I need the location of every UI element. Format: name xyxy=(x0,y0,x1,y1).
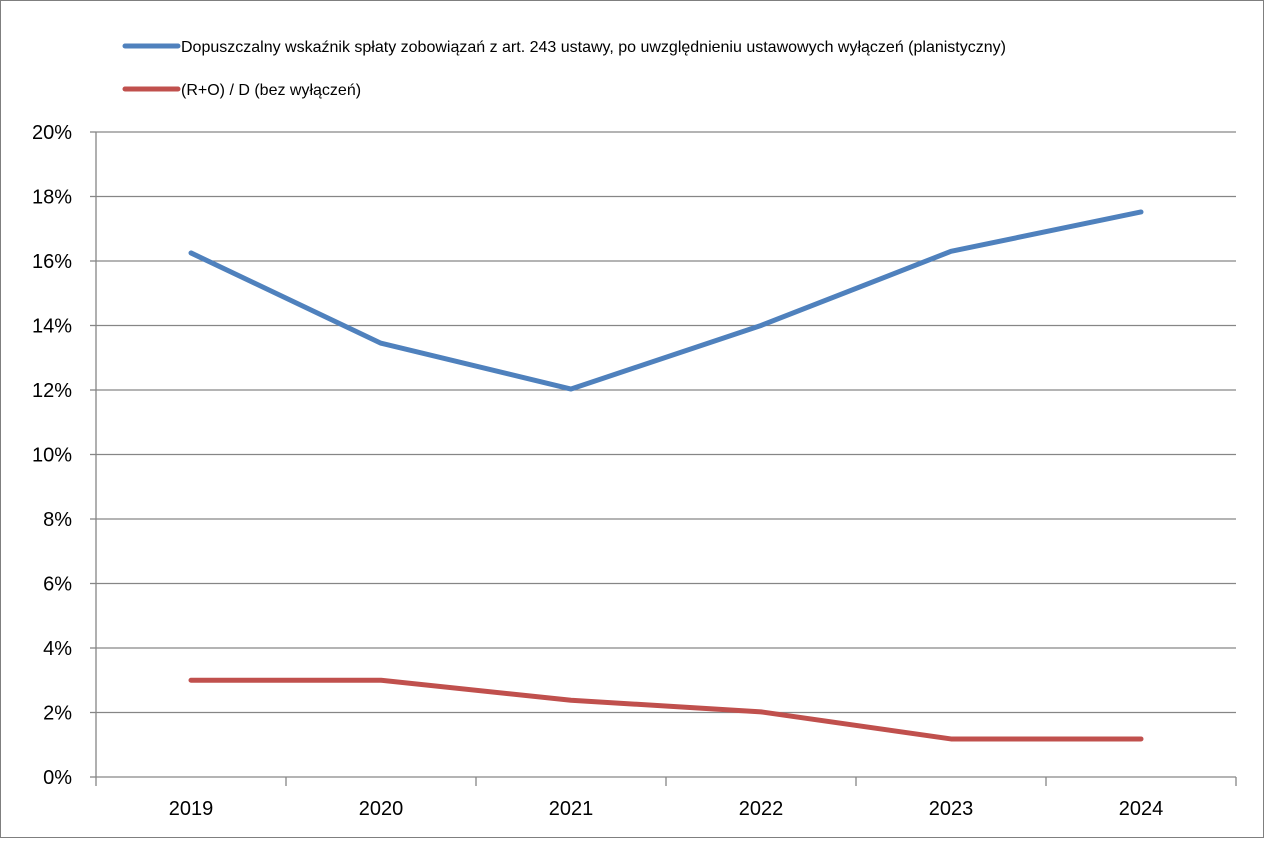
x-tick-label: 2022 xyxy=(739,798,784,820)
x-tick-label: 2021 xyxy=(549,798,594,820)
y-tick-label: 8% xyxy=(43,509,72,531)
x-tick-label: 2024 xyxy=(1119,798,1164,820)
x-axis-tick-labels: 2019 2020 2021 2022 2023 2024 xyxy=(169,798,1164,820)
legend-label-2: (R+O) / D (bez wyłączeń) xyxy=(181,82,361,99)
y-tick-label: 2% xyxy=(43,703,72,725)
legend: Dopuszczalny wskaźnik spłaty zobowiązań … xyxy=(122,39,1006,99)
x-tick-label: 2023 xyxy=(929,798,974,820)
y-tick-label: 6% xyxy=(43,574,72,596)
y-tick-label: 20% xyxy=(32,122,72,144)
y-tick-label: 12% xyxy=(32,380,72,402)
axes xyxy=(90,131,1237,786)
series-line-2 xyxy=(188,677,1144,742)
x-tick-label: 2020 xyxy=(359,798,404,820)
y-tick-label: 4% xyxy=(43,638,72,660)
y-tick-label: 14% xyxy=(32,316,72,338)
y-tick-label: 18% xyxy=(32,187,72,209)
series-lines xyxy=(188,209,1144,742)
y-tick-label: 16% xyxy=(32,251,72,273)
gridlines xyxy=(96,131,1236,714)
legend-label-1: Dopuszczalny wskaźnik spłaty zobowiązań … xyxy=(181,39,1006,56)
series-line-1 xyxy=(188,209,1144,392)
y-tick-label: 0% xyxy=(43,767,72,789)
x-tick-label: 2019 xyxy=(169,798,214,820)
y-axis-tick-labels: 0% 2% 4% 6% 8% 10% 12% 14% 16% 18% 20% xyxy=(32,122,72,789)
y-tick-label: 10% xyxy=(32,445,72,467)
